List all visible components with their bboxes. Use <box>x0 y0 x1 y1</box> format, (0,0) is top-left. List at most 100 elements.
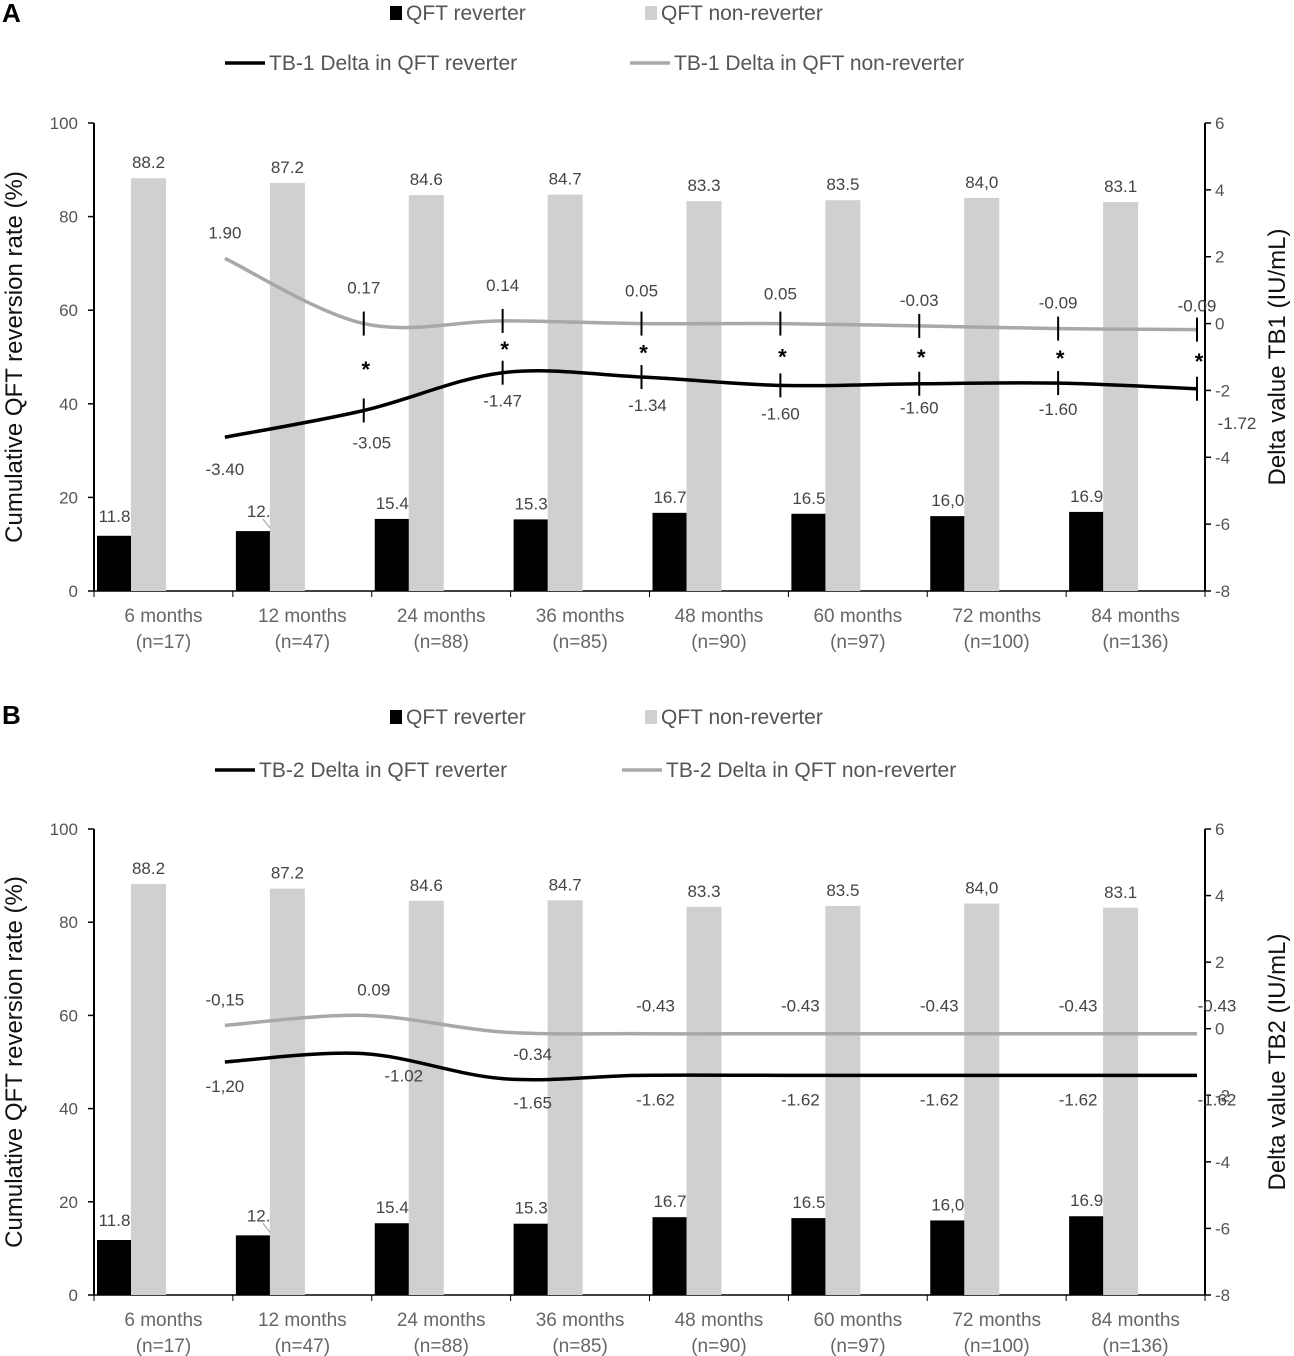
bar-label-nonreverter: 84.6 <box>410 170 443 189</box>
line-nonreverter <box>224 1013 1197 1036</box>
legend-swatch-nonreverter-bar <box>645 710 657 724</box>
bar-nonreverter <box>269 888 305 1295</box>
bar-label-reverter: 11.8 <box>99 507 131 526</box>
bar-nonreverter <box>825 200 861 591</box>
bar-label-reverter: 16,0 <box>931 491 964 510</box>
line-label-reverter: -1.62 <box>920 1090 959 1109</box>
y2-tick-label: 2 <box>1215 248 1224 267</box>
bar-reverter <box>791 1218 827 1295</box>
x-category-label: 36 months <box>536 1310 625 1331</box>
x-category-label: 48 months <box>675 606 764 627</box>
line-label-reverter: -1.62 <box>636 1090 675 1109</box>
line-label-reverter: -3.05 <box>352 433 391 452</box>
x-category-label: 84 months <box>1091 1310 1180 1331</box>
y-tick-label: 100 <box>50 114 78 133</box>
y-axis-title: Cumulative QFT reversion rate (%) <box>1 171 28 543</box>
y-tick-label: 0 <box>69 1286 78 1305</box>
x-category-n-label: (n=88) <box>413 1336 468 1356</box>
x-category-n-label: (n=97) <box>830 1336 885 1356</box>
bar-nonreverter <box>686 906 722 1295</box>
significance-star: * <box>917 345 926 370</box>
bar-nonreverter <box>686 201 722 591</box>
bar-label-reverter: 16,0 <box>931 1195 964 1214</box>
x-category-n-label: (n=85) <box>552 632 607 653</box>
y-tick-label: 80 <box>59 913 78 932</box>
y-tick-label: 60 <box>59 1006 78 1025</box>
legend-swatch-reverter-bar <box>390 6 402 20</box>
bar-label-reverter: 15.4 <box>376 1198 409 1217</box>
chart-panel-A: A QFT reverter QFT non-reverter TB-1 Delta … <box>1 0 1291 653</box>
line-label-reverter: -1.62 <box>1198 1090 1237 1109</box>
x-category-n-label: (n=88) <box>413 632 468 653</box>
x-category-n-label: (n=100) <box>964 1336 1030 1356</box>
line-label-reverter: -1.62 <box>781 1090 820 1109</box>
y-tick-label: 80 <box>59 208 78 227</box>
x-category-n-label: (n=90) <box>691 632 746 653</box>
y2-tick-label: -4 <box>1215 1153 1230 1172</box>
bar-nonreverter <box>1103 202 1139 592</box>
x-category-n-label: (n=90) <box>691 1336 746 1356</box>
line-label-reverter: -1.72 <box>1218 414 1257 433</box>
bar-label-reverter: 16.5 <box>792 1193 825 1212</box>
y-tick-label: 40 <box>59 395 78 414</box>
bar-label-nonreverter: 88.2 <box>132 153 165 172</box>
line-label-nonreverter: -0.09 <box>1039 294 1078 313</box>
bar-label-nonreverter: 83.5 <box>826 175 859 194</box>
legend-label-nonreverter-line: TB-1 Delta in QFT non-reverter <box>674 52 964 75</box>
line-label-reverter: -1.62 <box>1059 1090 1098 1109</box>
legend-label-reverter-bar: QFT reverter <box>406 2 526 25</box>
bar-label-reverter: 16.5 <box>792 489 825 508</box>
bar-nonreverter <box>131 178 166 591</box>
y2-tick-label: -8 <box>1215 582 1230 601</box>
legend-label-nonreverter-line: TB-2 Delta in QFT non-reverter <box>666 759 956 782</box>
legend: QFT reverter QFT non-reverter TB-2 Delta i… <box>215 706 956 782</box>
significance-star: * <box>778 344 787 369</box>
line-label-nonreverter: 0.05 <box>764 285 797 304</box>
bar-label-nonreverter: 84,0 <box>965 879 998 898</box>
bar-nonreverter <box>131 883 166 1295</box>
bar-nonreverter <box>1103 907 1139 1295</box>
x-category-n-label: (n=17) <box>136 1336 191 1356</box>
bar-label-reverter: 11.8 <box>99 1211 131 1230</box>
x-category-label: 24 months <box>397 1310 486 1331</box>
bar-nonreverter <box>547 194 583 591</box>
legend: QFT reverter QFT non-reverter TB-1 Delta i… <box>225 2 964 75</box>
y-tick-label: 0 <box>69 582 78 601</box>
y2-tick-label: -8 <box>1215 1286 1230 1305</box>
bar-reverter <box>930 516 966 591</box>
line-label-nonreverter: -0.43 <box>1198 997 1237 1016</box>
y2-tick-label: -6 <box>1215 1219 1230 1238</box>
line-nonreverter <box>224 256 1198 332</box>
bar-label-reverter: 16.7 <box>653 488 686 507</box>
legend-label-reverter-line: TB-2 Delta in QFT reverter <box>259 759 507 782</box>
x-category-label: 6 months <box>124 606 202 627</box>
bar-nonreverter <box>547 900 583 1295</box>
bar-label-nonreverter: 83.3 <box>687 176 720 195</box>
y-tick-label: 20 <box>59 488 78 507</box>
legend-swatch-nonreverter-bar <box>645 6 657 20</box>
line-reverter <box>224 1051 1197 1082</box>
panel-letter: A <box>2 0 21 28</box>
legend-swatch-reverter-bar <box>390 710 402 724</box>
significance-star: * <box>500 337 509 362</box>
y2-tick-label: -2 <box>1215 1086 1230 1105</box>
bar-reverter <box>374 518 410 591</box>
line-label-reverter: -1.02 <box>384 1067 423 1086</box>
x-category-label: 6 months <box>124 1310 202 1331</box>
line-label-reverter: -1.60 <box>1039 400 1078 419</box>
x-category-n-label: (n=136) <box>1103 632 1169 653</box>
bar-label-leader <box>262 1223 272 1234</box>
y-tick-label: 60 <box>59 301 78 320</box>
line-label-reverter: -1.34 <box>628 396 667 415</box>
bar-nonreverter <box>269 182 305 592</box>
bar-nonreverter <box>825 905 861 1295</box>
x-category-label: 36 months <box>536 606 625 627</box>
legend-label-nonreverter-bar: QFT non-reverter <box>661 2 823 25</box>
x-category-n-label: (n=85) <box>552 1336 607 1356</box>
bar-reverter <box>652 512 688 591</box>
significance-star: * <box>1195 349 1204 374</box>
line-reverter <box>224 368 1198 439</box>
bar-label-nonreverter: 84.6 <box>410 876 443 895</box>
line-label-reverter: -3.40 <box>206 460 245 479</box>
x-category-n-label: (n=17) <box>136 632 191 653</box>
